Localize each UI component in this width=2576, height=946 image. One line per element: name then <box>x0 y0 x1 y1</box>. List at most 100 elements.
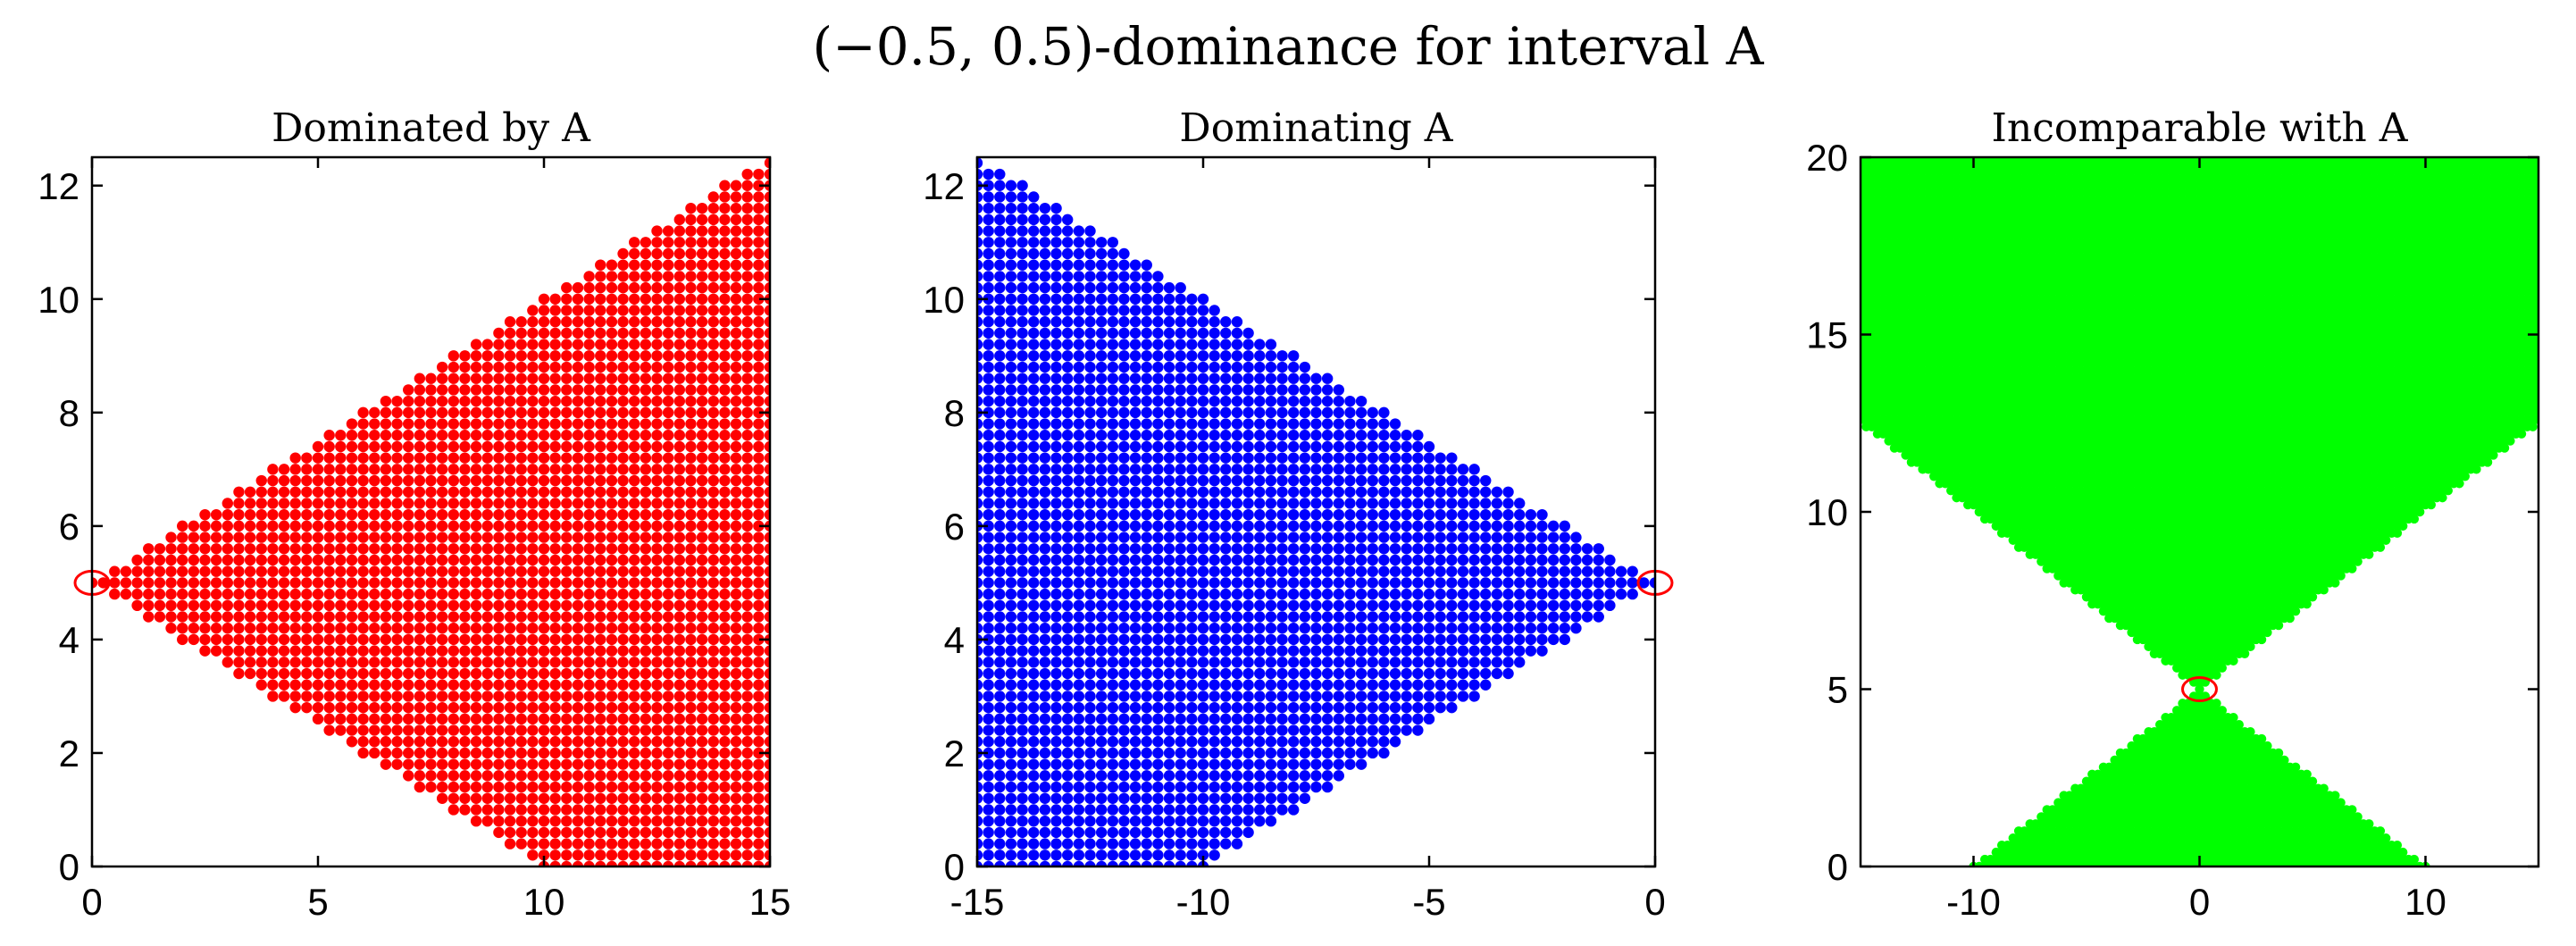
scatter-point <box>1231 758 1243 770</box>
scatter-point <box>1434 623 1446 634</box>
scatter-point <box>673 691 685 702</box>
scatter-point <box>1197 464 1209 475</box>
scatter-point <box>369 623 381 634</box>
scatter-point <box>741 758 753 770</box>
scatter-point <box>1152 577 1164 589</box>
scatter-point <box>447 532 459 543</box>
scatter-point <box>1209 838 1220 850</box>
scatter-point <box>470 815 482 827</box>
scatter-point <box>549 758 561 770</box>
scatter-point <box>1028 679 1040 691</box>
scatter-point <box>504 588 516 600</box>
scatter-point <box>323 430 335 441</box>
scatter-point <box>425 577 437 589</box>
scatter-point <box>707 826 719 839</box>
scatter-point <box>764 815 770 827</box>
scatter-point <box>1141 838 1152 850</box>
scatter-point <box>549 588 561 600</box>
scatter-point <box>673 452 685 464</box>
scatter-point <box>696 440 708 453</box>
scatter-point <box>1265 384 1277 396</box>
scatter-point <box>504 633 516 646</box>
scatter-point <box>1378 611 1390 623</box>
scatter-point <box>617 667 629 680</box>
scatter-point <box>188 543 200 555</box>
scatter-point <box>1084 826 1096 839</box>
scatter-point <box>403 645 414 657</box>
scatter-point <box>640 747 652 759</box>
scatter-point <box>222 577 233 589</box>
scatter-point <box>1288 804 1300 816</box>
scatter-point <box>493 430 505 441</box>
scatter-point <box>673 577 685 589</box>
scatter-point <box>640 792 652 804</box>
scatter-point <box>651 577 663 589</box>
scatter-point <box>1107 395 1119 407</box>
scatter-point <box>1095 781 1108 793</box>
scatter-point <box>1502 508 1514 521</box>
scatter-point <box>1389 667 1401 680</box>
scatter-point <box>1389 440 1401 453</box>
scatter-point <box>1118 850 1130 861</box>
scatter-point <box>289 633 301 646</box>
scatter-point <box>1378 430 1390 441</box>
scatter-point <box>1141 554 1152 566</box>
scatter-point <box>1265 440 1277 453</box>
scatter-point <box>527 316 539 328</box>
scatter-point <box>595 667 606 680</box>
scatter-point <box>583 373 595 384</box>
scatter-point <box>1367 452 1378 464</box>
scatter-point <box>685 826 697 839</box>
scatter-point <box>1254 758 1266 770</box>
scatter-point <box>1254 430 1266 441</box>
scatter-point <box>1028 418 1040 430</box>
scatter-point <box>1367 554 1378 566</box>
scatter-point <box>741 633 753 646</box>
scatter-point <box>301 520 313 532</box>
scatter-point <box>583 350 595 362</box>
scatter-point <box>561 430 573 441</box>
scatter-point <box>696 237 708 248</box>
scatter-point <box>1039 532 1051 543</box>
scatter-point <box>572 384 584 396</box>
scatter-point <box>685 633 697 646</box>
scatter-point <box>1209 350 1220 362</box>
scatter-point <box>673 599 685 612</box>
scatter-point <box>312 611 324 623</box>
scatter-point <box>1095 418 1108 430</box>
scatter-point <box>1039 440 1051 453</box>
scatter-point <box>595 588 606 600</box>
scatter-point <box>1231 316 1243 328</box>
scatter-point <box>1084 667 1096 680</box>
scatter-point <box>983 554 994 566</box>
scatter-point <box>447 781 459 793</box>
scatter-point <box>1265 713 1277 725</box>
scatter-point <box>1039 202 1051 214</box>
scatter-point <box>1129 633 1142 646</box>
scatter-point <box>199 577 211 589</box>
scatter-point <box>753 350 765 362</box>
scatter-point <box>1344 486 1356 498</box>
scatter-point <box>549 498 561 509</box>
scatter-point <box>436 486 448 498</box>
scatter-point <box>1005 293 1017 305</box>
scatter-point <box>1062 520 1074 532</box>
scatter-point <box>1242 770 1254 782</box>
scatter-point <box>629 713 640 725</box>
scatter-point <box>983 679 994 691</box>
scatter-point <box>1095 327 1108 339</box>
scatter-point <box>572 418 584 430</box>
scatter-point <box>1367 713 1378 725</box>
scatter-point <box>493 565 505 577</box>
scatter-point <box>1016 430 1028 441</box>
scatter-point <box>994 293 1006 305</box>
scatter-point <box>1152 373 1164 384</box>
scatter-point <box>994 373 1006 384</box>
scatter-point <box>1084 498 1096 509</box>
scatter-point <box>640 611 652 623</box>
scatter-point <box>1231 486 1243 498</box>
scatter-point <box>1039 247 1051 260</box>
scatter-point <box>1118 611 1130 623</box>
scatter-point <box>606 623 618 634</box>
scatter-point <box>1005 554 1017 566</box>
